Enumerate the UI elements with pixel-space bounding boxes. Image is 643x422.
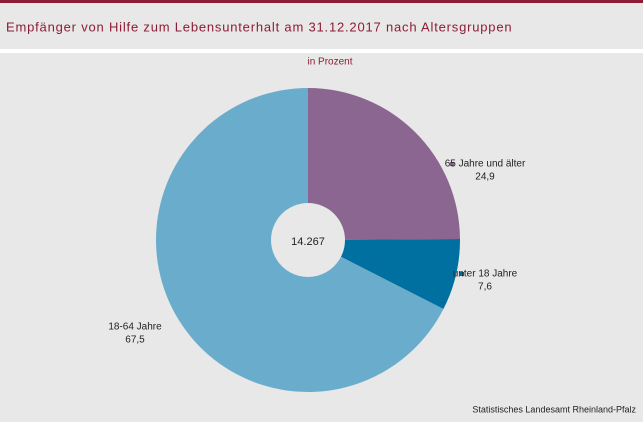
- pie-slice: [308, 239, 460, 310]
- center-hole: [271, 203, 345, 277]
- separator: [0, 49, 643, 53]
- slice-value-label: 24,9: [475, 172, 495, 183]
- chart-title: Empfänger von Hilfe zum Lebensunterhalt …: [6, 19, 512, 34]
- center-label: 14.267: [291, 236, 325, 248]
- slice-label: 18-64 Jahre: [108, 322, 162, 333]
- slice-value-label: 67,5: [125, 335, 145, 346]
- slice-label: unter 18 Jahre: [453, 269, 518, 280]
- label-marker: [460, 272, 464, 276]
- pie-slice: [308, 88, 460, 240]
- label-marker: [450, 162, 454, 166]
- source: Statistisches Landesamt Rheinland-Pfalz: [472, 404, 636, 414]
- slice-label: 65 Jahre und älter: [445, 159, 526, 170]
- slice-value-label: 7,6: [478, 282, 492, 293]
- chart-subtitle: in Prozent: [307, 57, 352, 68]
- top-border: [0, 0, 643, 3]
